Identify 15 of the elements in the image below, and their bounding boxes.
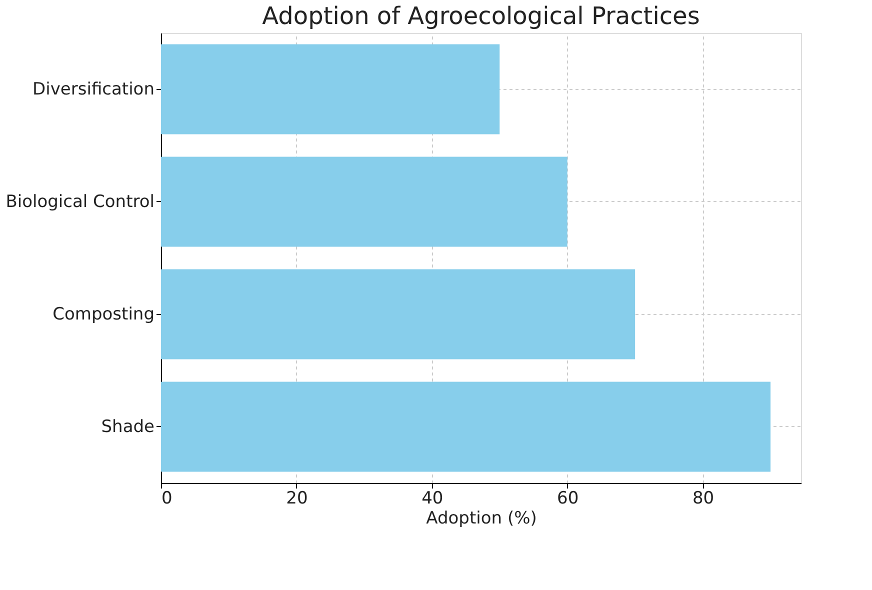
y-tick-label: Shade (101, 416, 154, 437)
x-axis-title: Adoption (%) (426, 508, 537, 528)
chart-title: Adoption of Agroecological Practices (262, 2, 700, 30)
x-tick-label: 80 (692, 488, 714, 508)
bar (161, 382, 771, 472)
y-tick-label: Diversification (32, 79, 154, 100)
x-tick-label: 60 (557, 488, 579, 508)
y-tick-label: Composting (52, 304, 154, 324)
bar (161, 269, 636, 360)
x-tick-label: 20 (286, 488, 308, 508)
x-tick-label: 40 (422, 488, 444, 508)
y-tick-label: Biological Control (6, 192, 154, 212)
bar (161, 156, 568, 247)
x-tick-label: 0 (162, 488, 172, 508)
bar (161, 44, 500, 134)
